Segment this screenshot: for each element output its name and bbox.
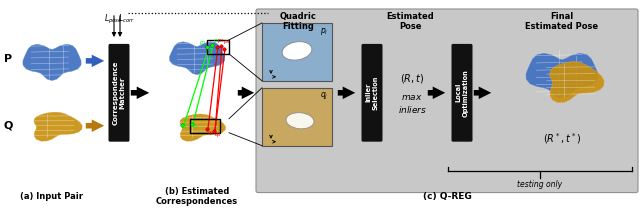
Text: Quadric
Fitting: Quadric Fitting bbox=[280, 12, 316, 31]
Bar bbox=[262, 23, 332, 81]
Text: Local
Optimization: Local Optimization bbox=[455, 69, 468, 117]
Text: $p_4$: $p_4$ bbox=[223, 38, 231, 46]
Polygon shape bbox=[34, 112, 83, 141]
Bar bbox=[207, 40, 229, 54]
Text: $q_1$: $q_1$ bbox=[182, 123, 189, 131]
Ellipse shape bbox=[286, 113, 314, 129]
Polygon shape bbox=[550, 62, 604, 102]
Ellipse shape bbox=[282, 42, 312, 60]
Text: $p_1$: $p_1$ bbox=[200, 39, 207, 47]
Bar bbox=[262, 88, 332, 146]
Text: P: P bbox=[4, 54, 12, 64]
Text: $L_{pose}$: $L_{pose}$ bbox=[104, 13, 122, 26]
Text: $max$
$inliers$: $max$ $inliers$ bbox=[397, 93, 426, 115]
Text: $L_{corr}$: $L_{corr}$ bbox=[118, 13, 136, 25]
Text: (b) Estimated
Correspondences: (b) Estimated Correspondences bbox=[156, 187, 238, 206]
Text: Correspondence
Matcher: Correspondence Matcher bbox=[112, 61, 125, 125]
Text: $p_2$: $p_2$ bbox=[213, 37, 221, 45]
Polygon shape bbox=[170, 42, 225, 75]
Bar bbox=[190, 119, 220, 133]
Text: $p_3$: $p_3$ bbox=[217, 37, 225, 45]
Text: $q_j$: $q_j$ bbox=[319, 91, 328, 102]
Text: $q_2$: $q_2$ bbox=[192, 123, 200, 131]
FancyBboxPatch shape bbox=[256, 9, 638, 192]
Text: testing only: testing only bbox=[517, 180, 563, 189]
Text: $(R^*,t^*)$: $(R^*,t^*)$ bbox=[543, 131, 581, 146]
Text: Estimated
Pose: Estimated Pose bbox=[386, 12, 434, 31]
Polygon shape bbox=[23, 44, 81, 80]
Text: $p_i$: $p_i$ bbox=[319, 26, 328, 37]
FancyBboxPatch shape bbox=[451, 44, 472, 142]
Text: Inlier
Selection: Inlier Selection bbox=[365, 76, 379, 110]
FancyBboxPatch shape bbox=[109, 44, 129, 142]
Text: Q: Q bbox=[4, 121, 13, 131]
Text: $q_4$: $q_4$ bbox=[214, 131, 221, 139]
Text: (a) Input Pair: (a) Input Pair bbox=[20, 192, 83, 201]
FancyBboxPatch shape bbox=[362, 44, 383, 142]
Text: (c) Q-REG: (c) Q-REG bbox=[422, 192, 472, 201]
Text: $(R,t)$: $(R,t)$ bbox=[400, 72, 424, 85]
Polygon shape bbox=[180, 114, 226, 141]
Text: $q_3$: $q_3$ bbox=[207, 129, 214, 137]
Text: Final
Estimated Pose: Final Estimated Pose bbox=[525, 12, 598, 31]
Polygon shape bbox=[526, 53, 598, 98]
